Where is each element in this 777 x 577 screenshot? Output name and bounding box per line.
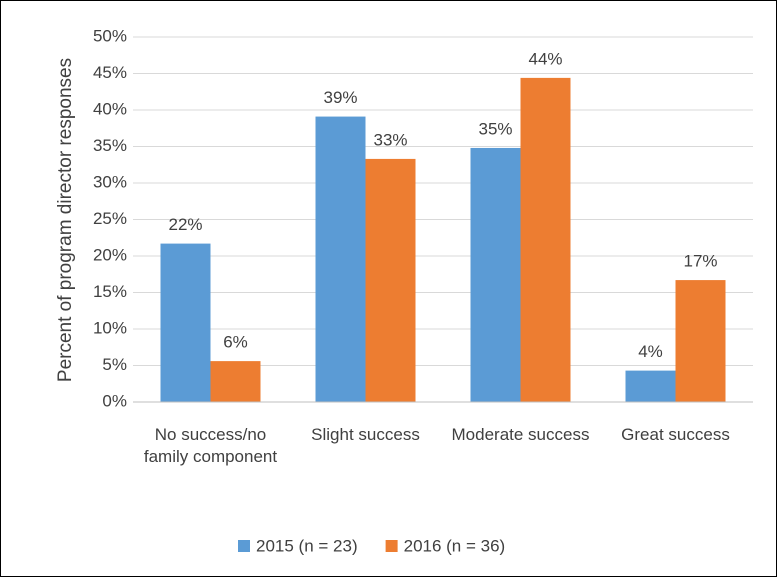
data-label: 35%	[478, 119, 512, 138]
legend-label: 2016 (n = 36)	[404, 536, 506, 555]
legend-label: 2015 (n = 23)	[256, 536, 358, 555]
y-tick-label: 15%	[93, 282, 127, 301]
bar	[675, 280, 726, 402]
x-tick-label: No success/no family component	[143, 425, 278, 466]
data-label: 17%	[683, 252, 717, 271]
data-label: 22%	[168, 215, 202, 234]
data-label: 39%	[323, 88, 357, 107]
y-tick-label: 45%	[93, 63, 127, 82]
bar	[365, 158, 416, 402]
x-tick-label: Slight success	[311, 425, 420, 444]
bar	[210, 361, 261, 402]
bar	[520, 77, 571, 402]
y-tick-label: 0%	[102, 391, 127, 410]
y-tick-label: 40%	[93, 99, 127, 118]
y-tick-label: 35%	[93, 136, 127, 155]
data-label: 33%	[373, 130, 407, 149]
bar	[315, 116, 366, 402]
data-label: 4%	[638, 342, 663, 361]
y-tick-label: 5%	[102, 355, 127, 374]
y-tick-label: 20%	[93, 245, 127, 264]
legend-swatch	[385, 540, 398, 552]
y-tick-label: 25%	[93, 209, 127, 228]
data-label: 6%	[223, 333, 248, 352]
x-tick-label: Moderate success	[451, 425, 590, 444]
legend-swatch	[238, 540, 250, 552]
bar	[470, 147, 521, 402]
y-tick-label: 10%	[93, 318, 127, 337]
bar	[160, 243, 211, 402]
y-tick-label: 30%	[93, 172, 127, 191]
y-tick-label: 50%	[93, 26, 127, 45]
bar	[625, 370, 676, 402]
x-tick-label: Great success	[621, 425, 730, 444]
y-axis-title: Percent of program director responses	[55, 58, 76, 382]
data-label: 44%	[528, 49, 562, 68]
